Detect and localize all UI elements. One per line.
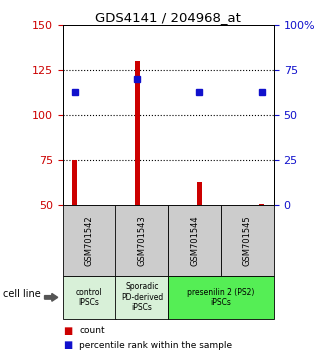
Text: count: count xyxy=(79,326,105,336)
Bar xyxy=(135,61,140,205)
Text: control
IPSCs: control IPSCs xyxy=(76,288,103,307)
Text: cell line: cell line xyxy=(3,289,41,299)
Text: GSM701544: GSM701544 xyxy=(190,215,199,266)
Text: percentile rank within the sample: percentile rank within the sample xyxy=(79,341,232,350)
Title: GDS4141 / 204968_at: GDS4141 / 204968_at xyxy=(95,11,241,24)
Text: ■: ■ xyxy=(63,340,72,350)
Text: GSM701543: GSM701543 xyxy=(137,215,147,266)
Bar xyxy=(72,160,77,205)
Bar xyxy=(197,182,202,205)
Text: Sporadic
PD-derived
iPSCs: Sporadic PD-derived iPSCs xyxy=(121,282,163,312)
Text: presenilin 2 (PS2)
iPSCs: presenilin 2 (PS2) iPSCs xyxy=(187,288,255,307)
Text: GSM701542: GSM701542 xyxy=(84,215,94,266)
Text: ■: ■ xyxy=(63,326,72,336)
Text: GSM701545: GSM701545 xyxy=(243,215,252,266)
Bar xyxy=(259,204,264,205)
